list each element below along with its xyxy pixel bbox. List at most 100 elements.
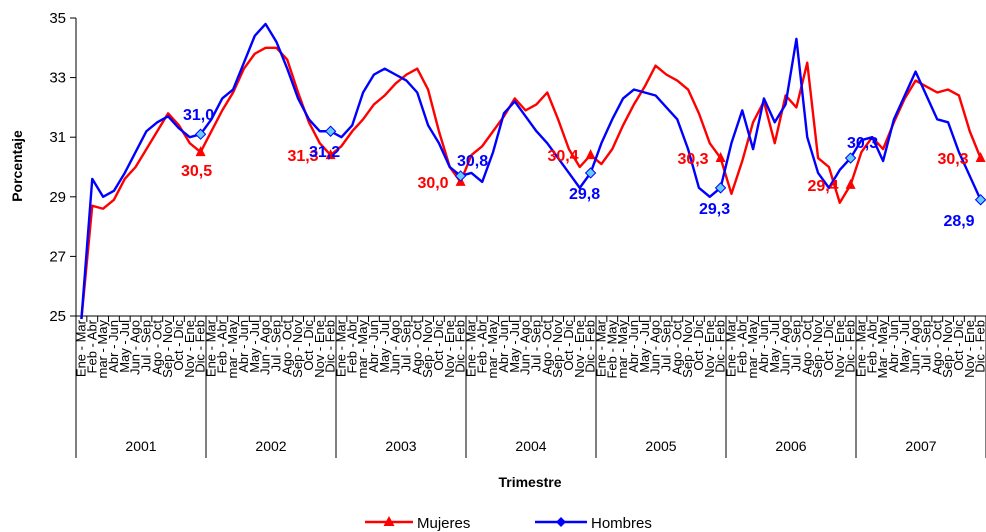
year-label: 2006 (775, 438, 806, 454)
x-category-label: Jul - Sep (658, 320, 673, 371)
x-category-label: Jun - Ago (518, 320, 533, 375)
data-label-mujeres: 30,5 (181, 163, 212, 180)
series-line-hombres (80, 22, 982, 320)
year-label: 2004 (515, 438, 546, 454)
x-category-label: May - Jul (767, 320, 782, 373)
x-category-label: Jun - Ago (648, 320, 663, 375)
data-label-mujeres: 30,4 (547, 148, 578, 165)
x-category-label: mar - May (355, 320, 370, 379)
x-category-label: mar - May (225, 320, 240, 379)
x-category-label: Ene - Mar (463, 319, 478, 377)
x-category-label: Oct - Dic (431, 320, 446, 371)
x-category-label: Ago - Oct (799, 320, 814, 375)
point-marker-hombres (714, 182, 727, 194)
x-category-label: Nov - Ene (182, 320, 197, 378)
x-category-label: Ene - Mar (203, 319, 218, 377)
x-category-label: May - Jul (507, 320, 522, 373)
x-category-label: Ene - Mar (723, 319, 738, 377)
year-label: 2001 (125, 438, 156, 454)
point-marker-mujeres (845, 178, 856, 189)
data-label-hombres: 31,2 (309, 144, 340, 161)
x-category-label: Sep - Nov (940, 320, 955, 378)
x-category-label: Sep - Nov (810, 320, 825, 378)
x-category-label: Feb - Abr (344, 319, 359, 373)
data-label-mujeres: 30,3 (677, 151, 708, 168)
x-category-label: mar - May (95, 320, 110, 379)
x-category-label: Sep - Nov (420, 320, 435, 378)
x-category-label: Oct - Dic (561, 320, 576, 371)
x-category-label: Nov - Ene (832, 320, 847, 378)
y-tick-label: 31 (49, 129, 66, 146)
x-axis-title: Trimestre (498, 474, 561, 490)
data-label-hombres: 31,0 (183, 107, 214, 124)
legend-marker-mujeres (383, 516, 395, 526)
data-label-layer: 30,5 31,3 30,0 30,4 30,3 29,4 30,3 31,0 31,2 30,8… (181, 107, 975, 230)
x-category-label: Dic - Feb (583, 320, 598, 373)
legend-marker-hombres (556, 517, 566, 527)
x-category-label: Abr - Jun (496, 320, 511, 373)
x-category-label: mar - May (745, 320, 760, 379)
data-label-hombres: 29,8 (569, 186, 600, 203)
x-category-label: Dic - Feb (713, 320, 728, 373)
x-category-label: Ene - Mar (853, 319, 868, 377)
data-label-hombres: 28,9 (943, 213, 974, 230)
x-category-label: Ene - Mar (333, 319, 348, 377)
x-category-label: Ago - Oct (929, 320, 944, 375)
x-category-label: Feb - Abr (84, 319, 99, 373)
x-category-label: Jun - Ago (778, 320, 793, 375)
x-category-label: May - Jul (637, 320, 652, 373)
y-axis: 25 27 29 31 33 35 (49, 10, 77, 325)
point-marker-mujeres (585, 149, 596, 160)
x-category-label: Sep - Nov (550, 320, 565, 378)
x-category-label: Ago - Oct (149, 320, 164, 375)
x-category-label: Nov - Ene (572, 320, 587, 378)
point-marker-mujeres (715, 152, 726, 163)
x-category-label: Nov - Ene (962, 320, 977, 378)
x-category-label: Ago - Oct (669, 320, 684, 375)
x-category-label: Dic - Feb (323, 320, 338, 373)
x-category-label: Ene - Mar (593, 319, 608, 377)
x-category-label: May - Jul (897, 320, 912, 373)
x-category-label: Abr - Jun (626, 320, 641, 373)
x-category-label: Nov - Ene (442, 320, 457, 378)
point-marker-hombres (454, 170, 467, 182)
x-category-label: Ago - Oct (279, 320, 294, 375)
y-tick-label: 33 (49, 70, 66, 87)
x-category-label: Nov - Ene (702, 320, 717, 378)
point-marker-hombres (324, 125, 337, 137)
x-category-label: Jul - Sep (528, 320, 543, 371)
x-category-label: Abr - Jun (236, 320, 251, 373)
point-marker-mujeres (975, 152, 986, 163)
x-category-label: Jul - Sep (788, 320, 803, 371)
x-category-label: Feb - Abr (474, 319, 489, 373)
x-category-label: Ene - Mar (73, 319, 88, 377)
x-category-label: Jul - Sep (918, 320, 933, 371)
x-category-label: Dic - Feb (193, 320, 208, 373)
x-category-label: Feb - May (604, 320, 619, 379)
point-marker-mujeres (195, 146, 206, 157)
data-label-mujeres: 30,0 (417, 175, 448, 192)
x-category-label: Sep - Nov (680, 320, 695, 378)
x-category-label: Abr - Jun (886, 320, 901, 373)
x-category-label: Ago - Oct (409, 320, 424, 375)
x-category-label: Dic - Feb (973, 320, 986, 373)
legend-item-hombres: Hombres (535, 515, 652, 532)
x-category-label: Feb - Abr (214, 319, 229, 373)
x-category-label: Jul - Sep (268, 320, 283, 371)
data-label-mujeres: 31,3 (287, 148, 318, 165)
legend-label-mujeres: Mujeres (417, 515, 470, 532)
x-category-label: mar - May (615, 320, 630, 379)
x-category-label: Jun - Ago (128, 320, 143, 375)
x-category-label: Oct - Dic (171, 320, 186, 371)
y-tick-label: 25 (49, 308, 66, 325)
data-label-hombres: 30,8 (457, 153, 488, 170)
x-category-label: May - Jul (377, 320, 392, 373)
x-category-label: Abr - Jun (366, 320, 381, 373)
point-marker-mujeres (325, 149, 336, 160)
x-category-label: Oct - Dic (821, 320, 836, 371)
data-label-mujeres: 30,3 (937, 151, 968, 168)
x-category-label: Oct - Dic (301, 320, 316, 371)
legend: Mujeres Hombres (365, 515, 652, 532)
x-category-label: Oct - Dic (691, 320, 706, 371)
